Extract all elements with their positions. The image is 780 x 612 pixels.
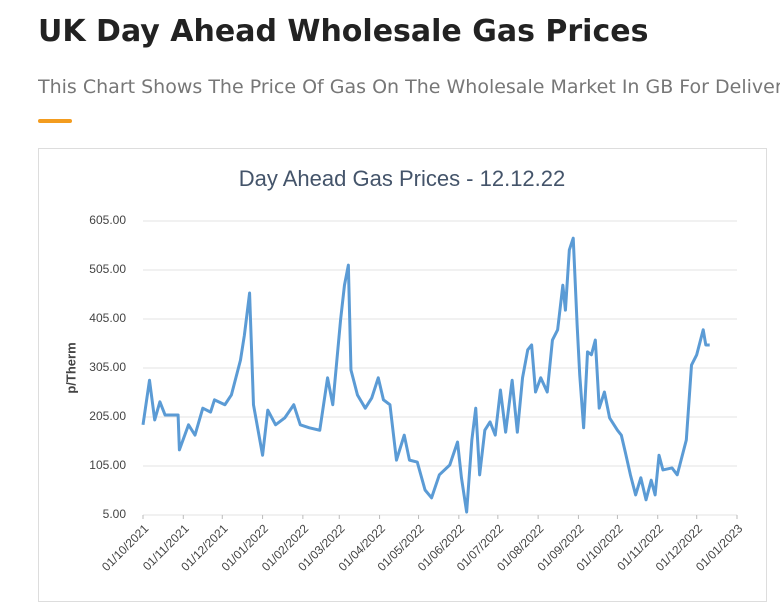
y-tick-label: 505.00 <box>89 262 126 276</box>
page-subtitle: This Chart Shows The Price Of Gas On The… <box>38 76 780 98</box>
page-title: UK Day Ahead Wholesale Gas Prices <box>38 14 649 49</box>
chart-title: Day Ahead Gas Prices - 12.12.22 <box>239 166 566 191</box>
y-tick-label: 205.00 <box>89 409 126 423</box>
y-tick-label: 305.00 <box>89 360 126 374</box>
y-tick-label: 5.00 <box>103 507 127 521</box>
y-tick-label: 405.00 <box>89 311 126 325</box>
data-line <box>141 236 710 514</box>
chart-frame <box>38 148 767 602</box>
y-axis-label: p/Therm <box>63 342 78 393</box>
accent-bar <box>38 119 72 123</box>
y-tick-label: 605.00 <box>89 213 126 227</box>
y-tick-label: 105.00 <box>89 458 126 472</box>
